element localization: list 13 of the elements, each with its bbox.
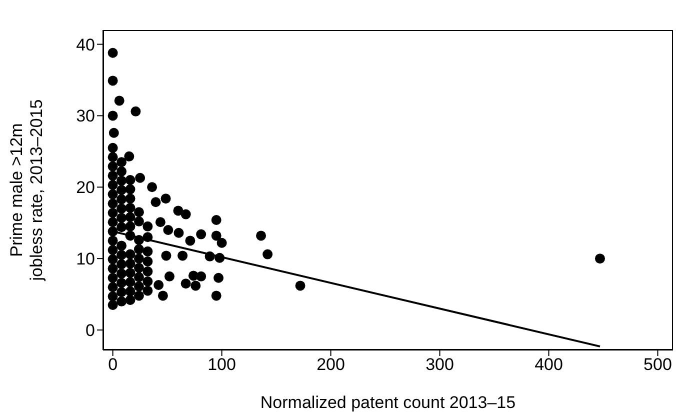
x-tick-label: 200 <box>316 355 345 374</box>
x-axis-title: Normalized patent count 2013–15 <box>260 393 516 412</box>
x-tick-label: 100 <box>208 355 236 374</box>
x-tick-label: 0 <box>108 355 118 374</box>
x-tick-label: 500 <box>644 355 672 374</box>
y-tick-label: 40 <box>76 35 95 54</box>
y-tick-label: 0 <box>86 321 95 340</box>
y-tick-label: 30 <box>76 106 95 126</box>
y-axis-title: Prime male >12m jobless rate, 2013–2015 <box>7 99 46 282</box>
y-tick-label: 20 <box>76 178 95 198</box>
x-tick-label: 400 <box>534 355 563 374</box>
y-tick-label: 10 <box>76 250 95 269</box>
x-tick-label: 300 <box>426 355 454 374</box>
